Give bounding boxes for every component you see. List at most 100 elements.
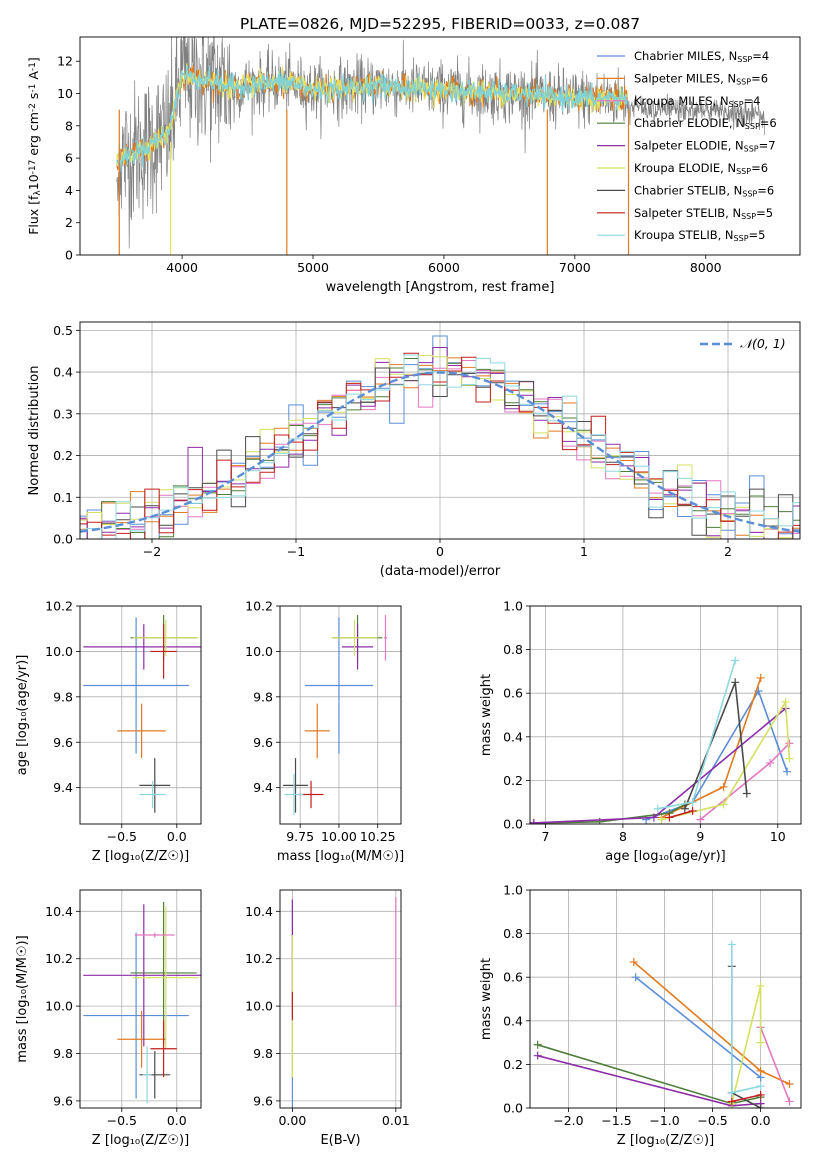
y-axis-label: mass weight [479,958,494,1040]
y-tick-label: 0.0 [503,817,523,832]
y-axis-label: age [log₁₀(age/yr)] [15,655,30,776]
x-axis-label: Z [log₁₀(Z/Z☉)] [92,849,189,864]
y-axis-label: Normed distribution [27,366,42,496]
weight-marker [688,798,697,807]
weight-series-line [533,803,686,824]
y-tick-label: 0 [65,248,73,263]
errorbar-point [283,758,308,813]
x-tick-label: 0 [436,544,444,559]
x-tick-label: 9.75 [286,829,314,844]
weight-marker [781,697,790,706]
weight-series-line [731,985,762,1104]
y-axis-label-part: λ [33,190,43,196]
x-tick-label: −1.5 [601,1113,631,1128]
histogram-series [80,355,800,539]
weight-marker [756,1090,765,1099]
legend-entry: Salpeter ELODIE, NSSP=7 [634,139,776,154]
errorbar-point [132,906,199,1049]
weight-marker [533,1040,542,1049]
axes-frame-spectrum [79,36,801,256]
legend-entry: Salpeter MILES, NSSP=6 [634,71,768,86]
weight-marker [727,1088,736,1097]
errorbar-point [130,901,197,1045]
weight-marker [731,656,740,665]
y-tick-label: 10.0 [245,644,273,659]
x-axis-label: Z [log₁₀(Z/Z☉)] [92,1133,189,1148]
axes-frame-age-vs-mass [279,605,402,825]
y-axis-label-part: s [26,93,41,104]
weight-plot [530,656,794,824]
weight-marker [688,806,697,815]
y-axis-label-part: ] [26,57,41,62]
weight-marker [785,1080,794,1089]
errorbar-point [284,774,304,815]
errorbar-point [132,619,199,656]
axes-age-vs-mass: 9.75 10.00 10.25 9.4 9.6 9.8 10.0 10.2 mass [log… [245,599,404,865]
x-tick-label: −1.0 [649,1113,679,1128]
y-tick-label: 0.5 [53,323,73,338]
y-tick-label: 9.8 [53,689,73,704]
x-tick-label: 8000 [690,260,722,275]
y-tick-label: 6 [65,151,73,166]
weight-marker [742,789,751,798]
x-tick-label: 7000 [559,260,591,275]
spectrum-legend: Chabrier MILES, NSSP=4 Salpeter MILES, NS… [597,49,777,243]
y-axis-label-part: -1 [28,62,38,71]
weight-marker [727,1097,736,1106]
y-tick-label: 1.0 [503,883,523,898]
errorbar-plot [83,615,201,813]
y-axis-label-part: -1 [28,84,38,93]
x-tick-label: 8 [619,829,627,844]
y-tick-label: 9.4 [53,780,73,795]
y-tick-label: 10.4 [245,904,273,919]
y-tick-label: 0.4 [53,365,73,380]
x-axis-label: Z [log₁₀(Z/Z☉)] [617,1133,714,1148]
legend-entry: Salpeter STELIB, NSSP=5 [634,206,773,221]
x-tick-label: 10 [770,829,786,844]
axes-weight-vs-age: 7 8 9 10 0.0 0.2 0.4 0.6 0.8 1.0 age [log₁₀(age/yr… [479,599,802,864]
weight-series-line [645,689,788,821]
y-axis-label: Flux [fλ10-17 erg cm-2 s-1 A-1] [26,57,43,235]
weight-marker [653,804,662,813]
axes-frame-age-vs-Z [79,605,202,825]
weight-marker [530,818,538,824]
weight-series-line [731,944,761,1094]
errorbar-point [342,624,374,670]
y-tick-label: 1.0 [503,599,523,614]
errorbar-point [304,703,330,759]
y-tick-label: 9.8 [253,1046,273,1061]
x-tick-label: −1 [287,544,305,559]
x-tick-label: 0.0 [167,1113,187,1128]
weight-marker [756,1104,765,1108]
weight-plot [533,940,794,1108]
weight-marker [756,1038,765,1047]
x-tick-label: 10.00 [321,829,357,844]
weight-marker [727,940,736,949]
gaussian-curve [80,371,800,533]
x-tick-label: −2 [143,544,161,559]
y-axis-label-part: erg cm [26,112,41,160]
y-tick-label: 10.2 [245,951,273,966]
errorbar-plot [291,897,397,1108]
errorbar-point [142,1046,152,1104]
errorbar-point [331,619,378,656]
weight-marker [649,813,658,822]
weight-marker [657,815,666,824]
y-tick-label: 0.2 [503,1057,523,1072]
axes-spectrum: 4000 5000 6000 7000 8000 0 2 4 6 8 10 12 wavelength … [26,36,801,295]
x-tick-label: 5000 [297,260,329,275]
weight-marker [719,782,728,791]
axes-weight-vs-Z: −2.0 −1.5 −1.0 −0.5 0.0 0.0 0.2 0.4 0.6 0.8 1.0 Z [… [479,883,802,1148]
axes-mass-vs-EBV: 0.00 0.01 9.6 9.8 10.0 10.2 10.4 E(B-V) [245,889,410,1148]
x-tick-label: −0.5 [697,1113,727,1128]
axes-frame-weight-vs-age [529,605,802,825]
weight-marker [696,815,705,824]
y-axis-label-part: 10 [26,174,41,190]
errorbar-point [83,904,201,1047]
legend-entry: Kroupa MILES, NSSP=4 [634,94,760,109]
weight-series-line [635,976,762,1079]
x-tick-label: 1 [580,544,588,559]
y-tick-label: 0.6 [503,970,523,985]
weight-marker [680,804,689,813]
legend-entry: 𝒩(0, 1) [740,336,786,351]
